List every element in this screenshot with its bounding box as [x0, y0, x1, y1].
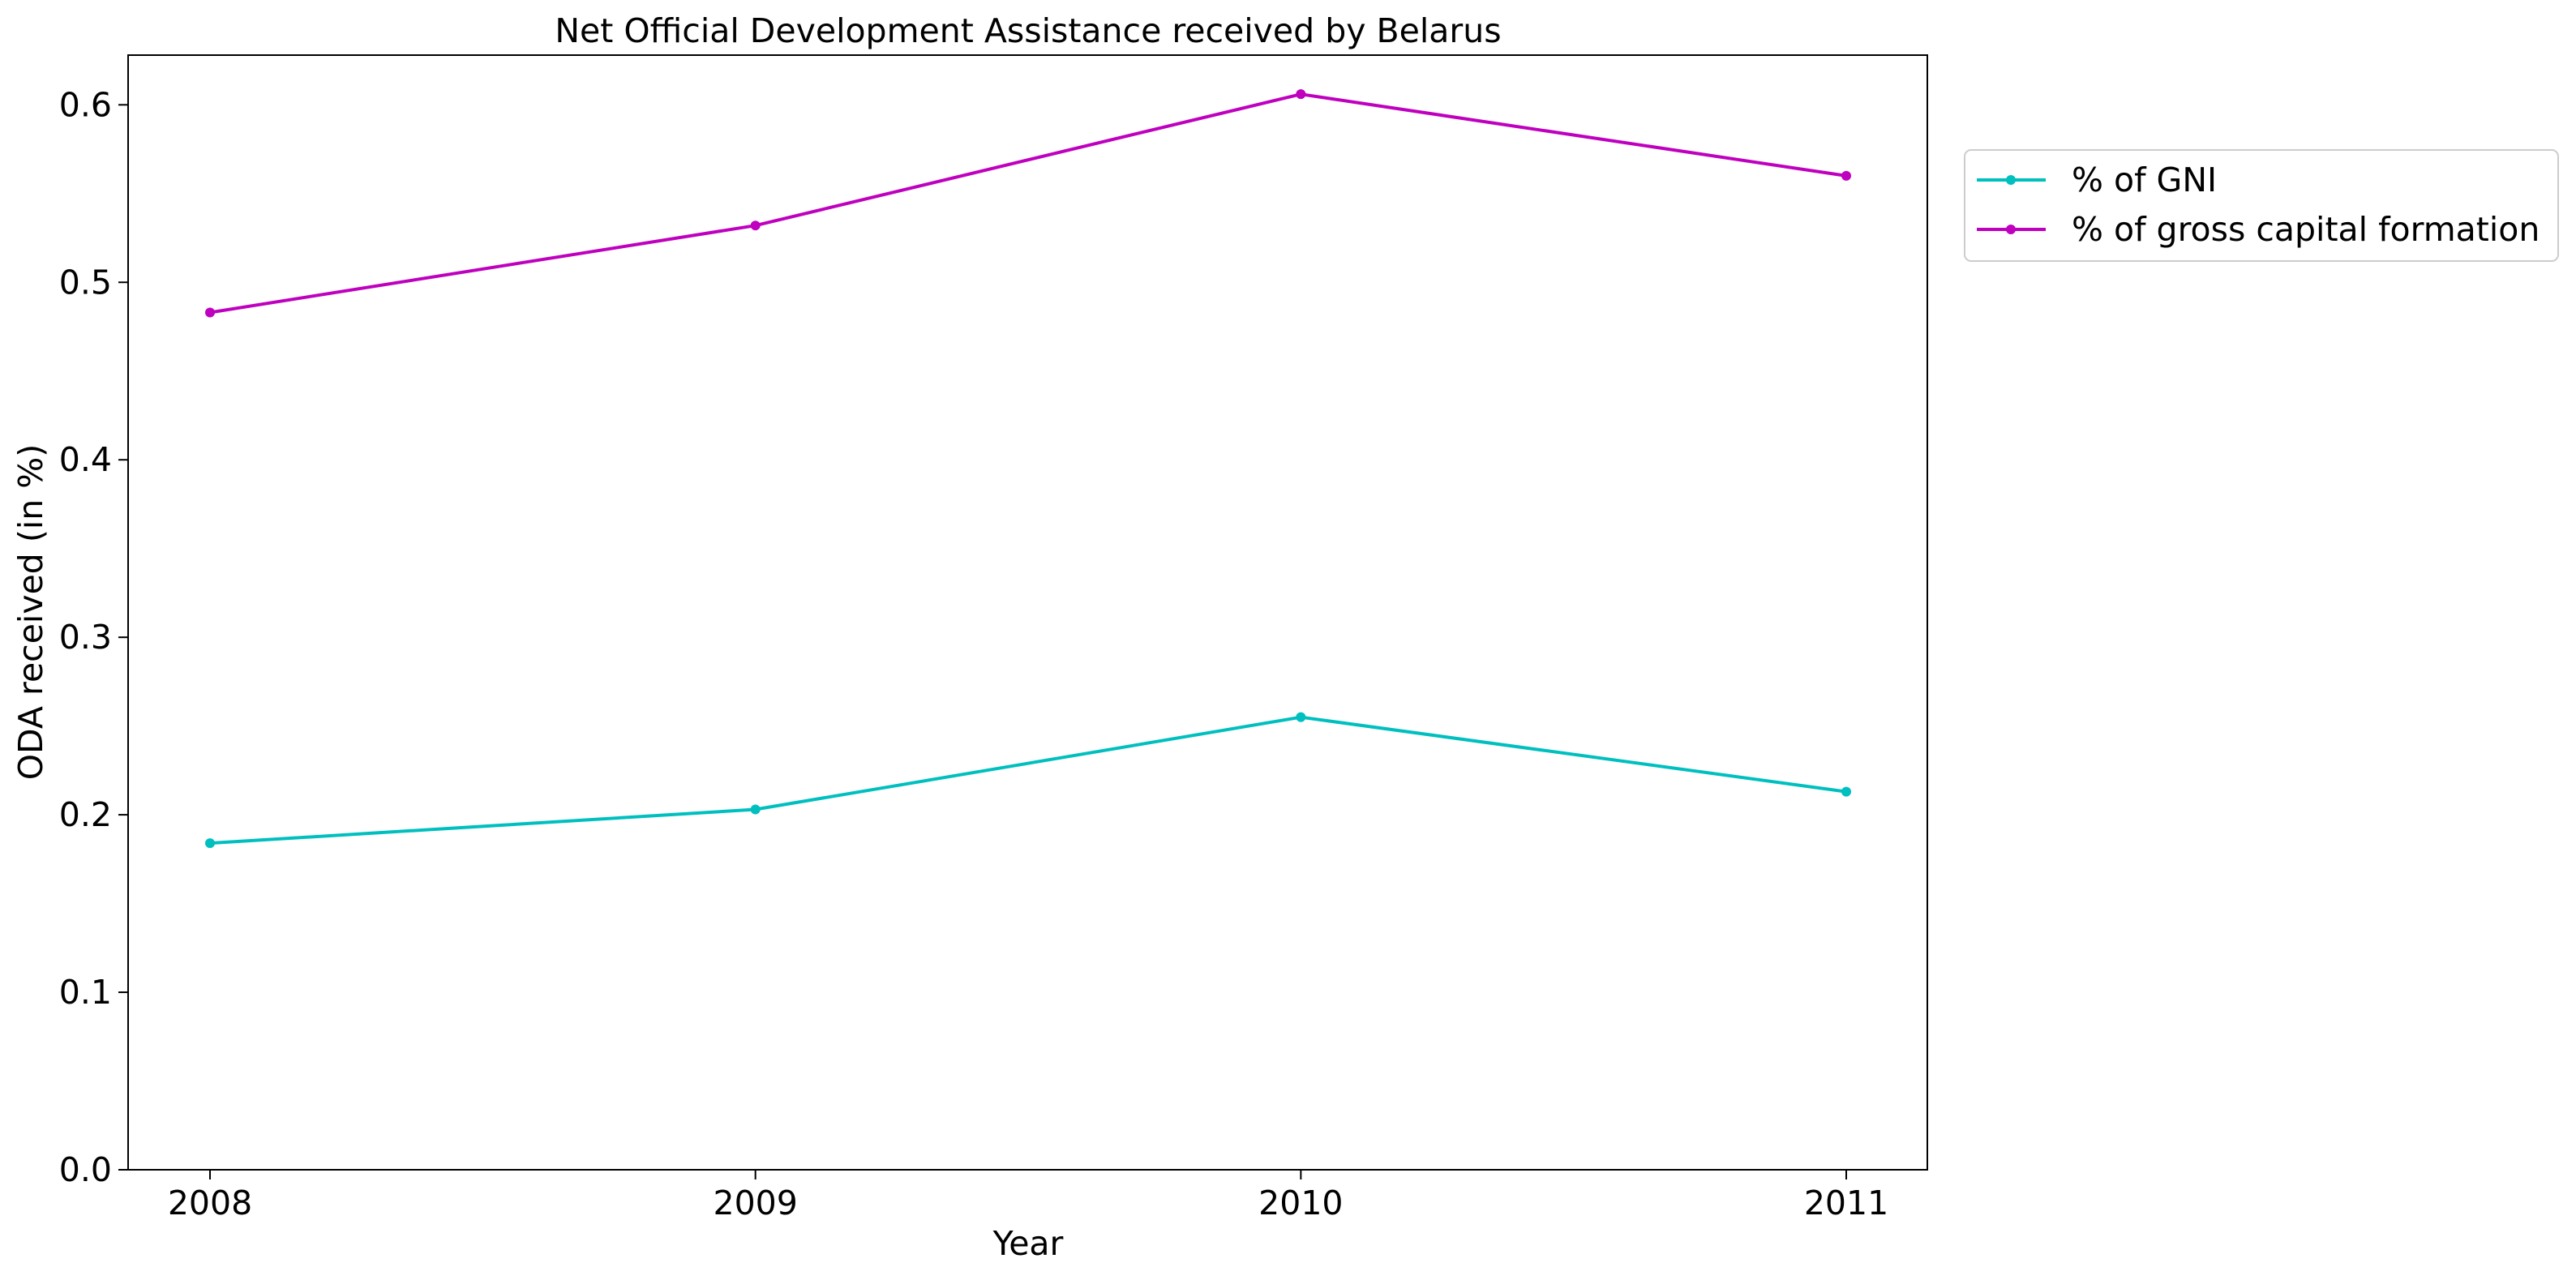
x-tick-label: 2010	[1258, 1184, 1343, 1222]
x-axis: 2008 2009 2010 2011	[168, 1170, 1888, 1222]
data-point	[1296, 712, 1306, 722]
legend-label-2: % of gross capital formation	[2072, 210, 2540, 249]
legend-marker-1	[2006, 175, 2016, 185]
series-line-2	[209, 92, 1847, 315]
y-axis: 0.0 0.1 0.2 0.3 0.4 0.5 0.6	[59, 85, 128, 1189]
data-point	[1841, 786, 1851, 797]
chart-title: Net Official Development Assistance rece…	[555, 11, 1501, 50]
data-point	[1296, 89, 1306, 100]
x-axis-label: Year	[992, 1224, 1064, 1263]
data-point	[750, 220, 761, 231]
data-point	[750, 804, 761, 815]
data-point	[205, 307, 215, 318]
y-tick-label: 0.0	[59, 1150, 112, 1189]
y-tick-label: 0.5	[59, 263, 112, 302]
x-tick-label: 2011	[1804, 1184, 1888, 1222]
y-tick-label: 0.4	[59, 440, 112, 479]
x-tick-label: 2008	[168, 1184, 252, 1222]
y-tick-label: 0.1	[59, 973, 112, 1012]
y-tick-label: 0.2	[59, 795, 112, 834]
legend-box	[1964, 149, 2559, 262]
plot-frame	[127, 54, 1928, 1171]
y-tick-label: 0.3	[59, 618, 112, 657]
legend-label-1: % of GNI	[2072, 161, 2217, 199]
y-axis-label: ODA received (in %)	[11, 444, 50, 780]
legend: % of GNI % of gross capital formation	[1964, 149, 2559, 262]
data-point	[1841, 170, 1851, 181]
legend-marker-2	[2006, 225, 2016, 234]
x-tick-label: 2009	[713, 1184, 797, 1222]
plot-area	[205, 89, 1851, 849]
data-point	[205, 838, 215, 849]
series-line-1	[209, 715, 1847, 845]
y-tick-label: 0.6	[59, 85, 112, 124]
